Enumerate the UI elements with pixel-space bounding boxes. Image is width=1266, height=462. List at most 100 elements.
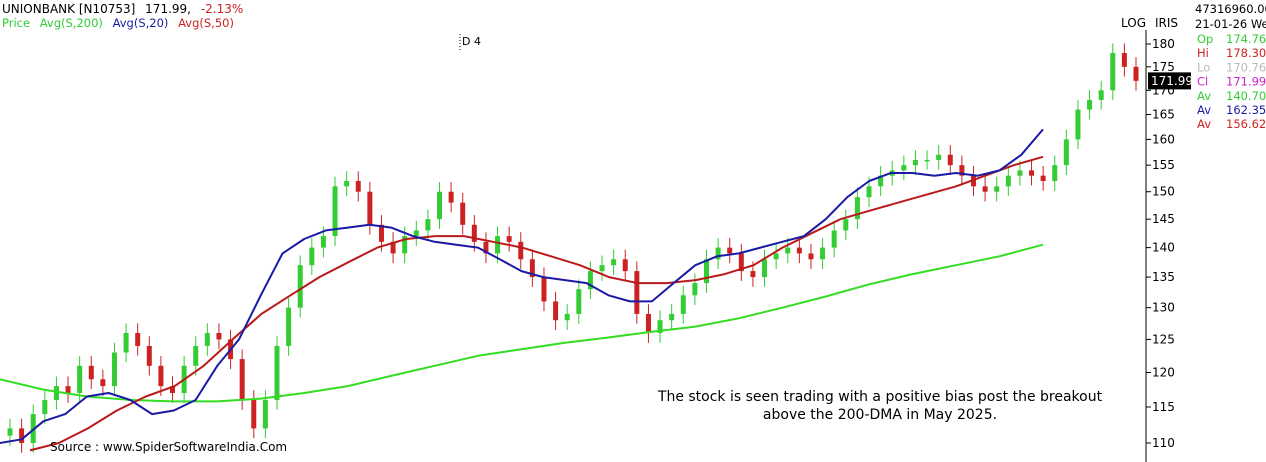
- volume-value: 47316960.00: [1195, 2, 1266, 16]
- candle-body-58: [680, 295, 686, 314]
- price-axis: 1101151201251301351401451501551601651701…: [1146, 37, 1175, 450]
- candle-body-23: [274, 345, 280, 400]
- candle-body-92: [1075, 109, 1081, 140]
- sma200-line: [0, 243, 1044, 403]
- candle-body-44: [518, 241, 524, 260]
- candle-body-78: [912, 159, 918, 166]
- candle-body-50: [587, 271, 593, 290]
- candle-body-66: [773, 253, 779, 260]
- candle-body-41: [483, 241, 489, 254]
- candle-body-57: [669, 313, 675, 321]
- candle-body-51: [599, 265, 605, 272]
- last-price: 171.99,: [145, 2, 191, 16]
- annotation-line-2: above the 200-DMA in May 2025.: [763, 407, 997, 423]
- candle-body-43: [506, 236, 512, 242]
- y-tick-label-155: 155: [1152, 158, 1175, 172]
- period-label: D 4: [462, 35, 481, 48]
- candle-body-17: [204, 332, 210, 346]
- y-tick-label-120: 120: [1152, 366, 1175, 380]
- candle-body-16: [193, 345, 199, 366]
- candle-body-18: [216, 332, 222, 340]
- legend-sma200: Avg(S,200): [40, 16, 103, 30]
- candle-body-70: [820, 247, 826, 260]
- candlestick-layer: [7, 43, 1139, 453]
- candle-body-47: [553, 301, 559, 321]
- candle-body-1: [19, 428, 25, 443]
- candle-body-69: [808, 253, 814, 260]
- candle-body-35: [413, 230, 419, 237]
- candle-body-75: [878, 175, 884, 187]
- candle-body-79: [924, 159, 930, 162]
- candle-body-52: [611, 259, 617, 266]
- y-tick-label-180: 180: [1152, 37, 1175, 51]
- y-tick-label-115: 115: [1152, 400, 1175, 414]
- candle-body-53: [622, 259, 628, 272]
- legend-price: Price: [2, 16, 30, 30]
- candle-body-68: [796, 247, 802, 254]
- price-tag: [1148, 72, 1191, 90]
- candle-body-5: [65, 386, 71, 394]
- candle-body-77: [901, 165, 907, 171]
- candle-body-12: [146, 345, 152, 366]
- candle-body-94: [1098, 90, 1104, 100]
- iris-toggle[interactable]: IRIS: [1155, 16, 1178, 30]
- candle-body-11: [135, 332, 141, 346]
- candle-body-85: [994, 186, 1000, 192]
- source-label: Source : www.SpiderSoftwareIndia.Com: [50, 440, 287, 454]
- candle-body-73: [854, 197, 860, 220]
- log-toggle[interactable]: LOG: [1121, 16, 1146, 30]
- candle-body-84: [982, 186, 988, 192]
- candle-body-86: [1005, 175, 1011, 187]
- candle-body-29: [344, 180, 350, 187]
- y-tick-label-110: 110: [1152, 436, 1175, 450]
- candle-body-88: [1029, 170, 1035, 176]
- candle-body-36: [425, 219, 431, 231]
- candle-body-34: [402, 236, 408, 254]
- candle-body-10: [123, 332, 129, 353]
- info-row-4: Av 140.70: [1197, 89, 1266, 103]
- candle-body-39: [460, 202, 466, 225]
- candle-body-9: [111, 352, 117, 387]
- candle-body-48: [564, 313, 570, 321]
- candle-body-82: [959, 165, 965, 176]
- candle-body-22: [262, 399, 268, 429]
- y-tick-label-145: 145: [1152, 212, 1175, 226]
- candle-body-7: [88, 365, 94, 380]
- candle-body-59: [692, 283, 698, 296]
- candle-body-87: [1017, 170, 1023, 176]
- candle-body-49: [576, 289, 582, 314]
- candle-body-38: [448, 191, 454, 203]
- candle-body-8: [100, 379, 106, 387]
- candle-body-45: [529, 259, 535, 278]
- y-tick-label-165: 165: [1152, 107, 1175, 121]
- annotation-line-1: The stock is seen trading with a positiv…: [657, 389, 1103, 405]
- price-tag-label: 171.99: [1151, 74, 1193, 88]
- candle-body-32: [378, 224, 384, 242]
- candle-body-95: [1110, 53, 1116, 91]
- symbol-label: UNIONBANK [N10753]: [2, 2, 135, 16]
- candle-body-60: [703, 259, 709, 284]
- y-tick-label-140: 140: [1152, 241, 1175, 255]
- candle-body-61: [715, 247, 721, 260]
- candle-body-81: [947, 154, 953, 166]
- info-row-5: Av 162.35: [1197, 103, 1266, 117]
- candle-body-96: [1121, 53, 1127, 67]
- candle-body-14: [170, 386, 176, 394]
- candle-body-64: [750, 271, 756, 278]
- candle-body-93: [1087, 99, 1093, 110]
- date-value: 21-01-26 We: [1195, 17, 1266, 31]
- sma50-line: [29, 155, 1044, 452]
- info-row-3: Cl 171.99: [1197, 75, 1266, 89]
- candle-body-80: [936, 154, 942, 160]
- candle-body-63: [738, 253, 744, 272]
- candle-body-90: [1052, 165, 1058, 181]
- candle-body-26: [309, 247, 315, 266]
- svg-text:UNIONBANK [N10753] 171.99,: UNIONBANK [N10753] 171.99, -2.13%: [2, 2, 243, 16]
- candle-body-24: [286, 307, 292, 346]
- candle-body-13: [158, 365, 164, 387]
- y-tick-label-135: 135: [1152, 270, 1175, 284]
- candle-body-27: [320, 236, 326, 248]
